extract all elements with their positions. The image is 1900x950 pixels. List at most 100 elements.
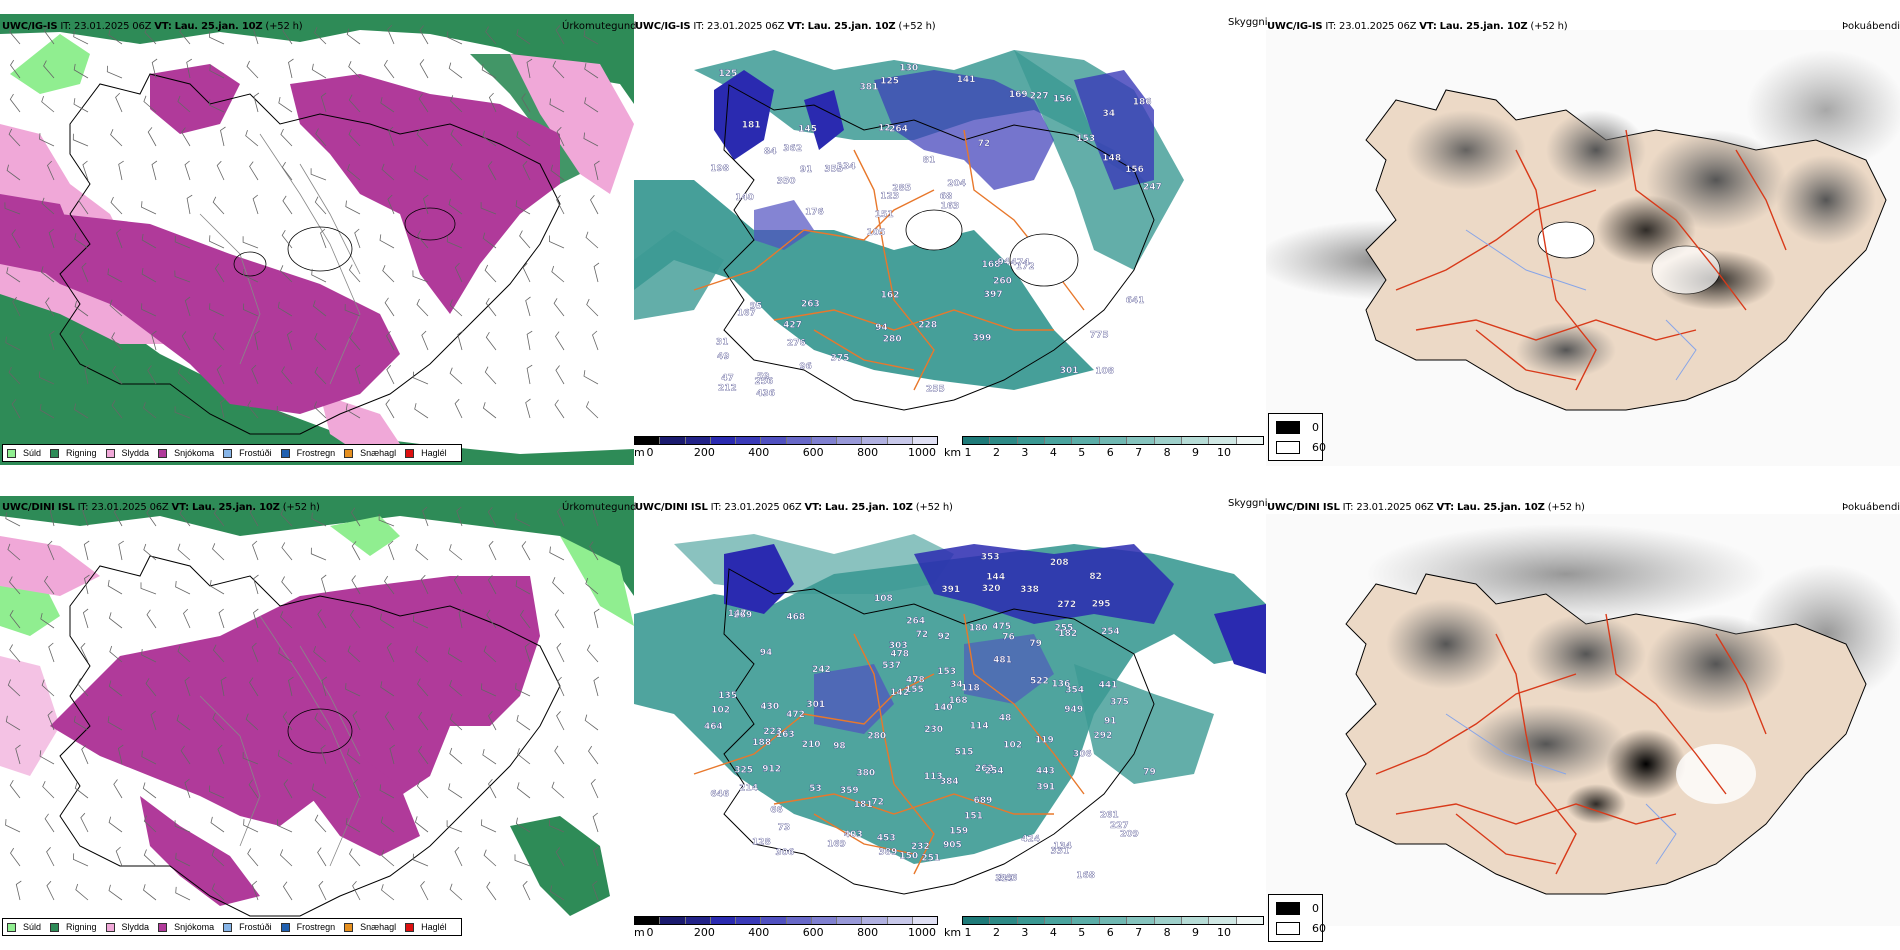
fog-map-row1 [1266, 30, 1900, 466]
wind-barb [184, 778, 191, 799]
wind-barb [414, 816, 429, 833]
wind-barb [243, 269, 259, 283]
visibility-header-row2: UWC/DINI ISL IT: 23.01.2025 06Z VT: Lau.… [635, 502, 953, 513]
wind-barb [458, 608, 465, 629]
snow-depth-label: 232 [911, 842, 930, 852]
wind-barb [9, 576, 21, 595]
wind-barb [283, 779, 293, 799]
wind-barb [321, 574, 327, 595]
wind-barb [6, 164, 21, 181]
snow-depth-label: 228 [918, 321, 937, 331]
snow-depth-label: 464 [704, 722, 723, 732]
wind-barb [387, 24, 395, 45]
wind-barb [281, 229, 293, 249]
wind-barb [49, 330, 55, 351]
wind-barb [8, 128, 21, 147]
wind-barb [412, 270, 429, 283]
wind-barb [74, 233, 89, 249]
wind-barb [7, 543, 21, 561]
wind-barb [314, 712, 327, 731]
wind-barb [282, 195, 293, 215]
precip-legend-item: Haglél [405, 448, 447, 458]
wind-barb [11, 399, 21, 419]
wind-barb [80, 812, 89, 833]
snow-depth-label: 905 [943, 840, 962, 850]
wind-barb [449, 367, 463, 385]
wind-barb [107, 579, 123, 595]
wind-barb [589, 541, 599, 561]
wind-barb [282, 711, 293, 731]
wind-barb [288, 58, 294, 79]
wind-barb [556, 711, 565, 731]
wind-barb [174, 406, 191, 419]
model-label: UWC/DINI ISL [2, 502, 75, 513]
snow-depth-label: 242 [812, 665, 831, 675]
wind-barb [556, 195, 565, 215]
precip-legend-label: Frostregn [296, 922, 336, 932]
snow-depth-label: 389 [879, 848, 898, 858]
snow-depth-label: 359 [840, 786, 859, 796]
colorbar-cell [786, 437, 812, 444]
colorbar-cell [811, 917, 837, 924]
snow-depth-label: 320 [982, 584, 1001, 594]
snow-depth-label: 227 [1030, 92, 1049, 102]
colorbar-km-cells [962, 916, 1264, 925]
precip-legend-swatch [405, 922, 415, 932]
wind-barb [549, 98, 565, 113]
wind-barb [448, 783, 463, 799]
lead-time: (+52 h) [265, 21, 303, 32]
wind-barb [421, 330, 429, 351]
wind-barb [414, 165, 429, 181]
wind-barb [288, 676, 294, 697]
lead-time: (+52 h) [282, 502, 320, 513]
colorbar-cell [761, 917, 787, 924]
wind-barb [516, 29, 531, 45]
wind-barb [48, 228, 55, 249]
snow-depth-label: 255 [926, 385, 945, 395]
colorbar-tick-label: 400 [748, 926, 770, 939]
snow-depth-label: 72 [978, 139, 991, 149]
wind-barb [453, 575, 463, 595]
wind-barb [314, 333, 327, 351]
wind-barb [9, 779, 21, 799]
snow-depth-label: 912 [762, 765, 781, 775]
snow-depth-label: 472 [786, 710, 805, 720]
colorbar-cell [1154, 917, 1182, 924]
precip-legend-swatch [7, 922, 16, 932]
wind-barb [252, 194, 259, 215]
init-prefix: IT: [710, 502, 722, 513]
wind-barb [449, 713, 463, 731]
colorbar-cell [811, 437, 837, 444]
colorbar-tick-label: 2 [992, 926, 1000, 939]
valid-time: Lau. 25.jan. 10Z [824, 502, 913, 513]
snow-depth-label: 159 [949, 827, 968, 837]
precip-legend-item: Frostúði [223, 448, 272, 458]
snow-depth-label: 280 [883, 334, 902, 344]
precip-legend-item: Haglél [405, 922, 447, 932]
snow-depth-label: 81 [923, 156, 936, 166]
snow-depth-label: 198 [710, 164, 729, 174]
snow-depth-label: 208 [1050, 558, 1069, 568]
wind-barb [49, 506, 56, 527]
init-time: 23.01.2025 06Z [1356, 502, 1434, 513]
model-label: UWC/IG-IS [635, 21, 691, 32]
snow-depth-label: 301 [806, 700, 825, 710]
snow-depth-label: 453 [877, 834, 896, 844]
model-label: UWC/DINI ISL [635, 502, 708, 513]
wind-barb [488, 540, 497, 561]
valid-time: Lau. 25.jan. 10Z [807, 21, 896, 32]
colorbar-cell [1127, 917, 1155, 924]
wind-barb [449, 163, 463, 181]
snow-depth-label: 73 [778, 823, 791, 833]
wind-barb [551, 265, 565, 283]
snow-depth-label: 156 [1053, 95, 1072, 105]
wind-barb [583, 30, 599, 45]
wind-barb [43, 60, 55, 79]
colorbar-cell [685, 917, 711, 924]
wind-barb [318, 880, 327, 901]
snow-depth-label: 181 [854, 800, 873, 810]
snow-depth-label: 181 [742, 120, 761, 130]
wind-barb [417, 230, 429, 249]
precip-legend-swatch [344, 448, 354, 458]
colorbar-tick-label: 5 [1078, 446, 1086, 459]
